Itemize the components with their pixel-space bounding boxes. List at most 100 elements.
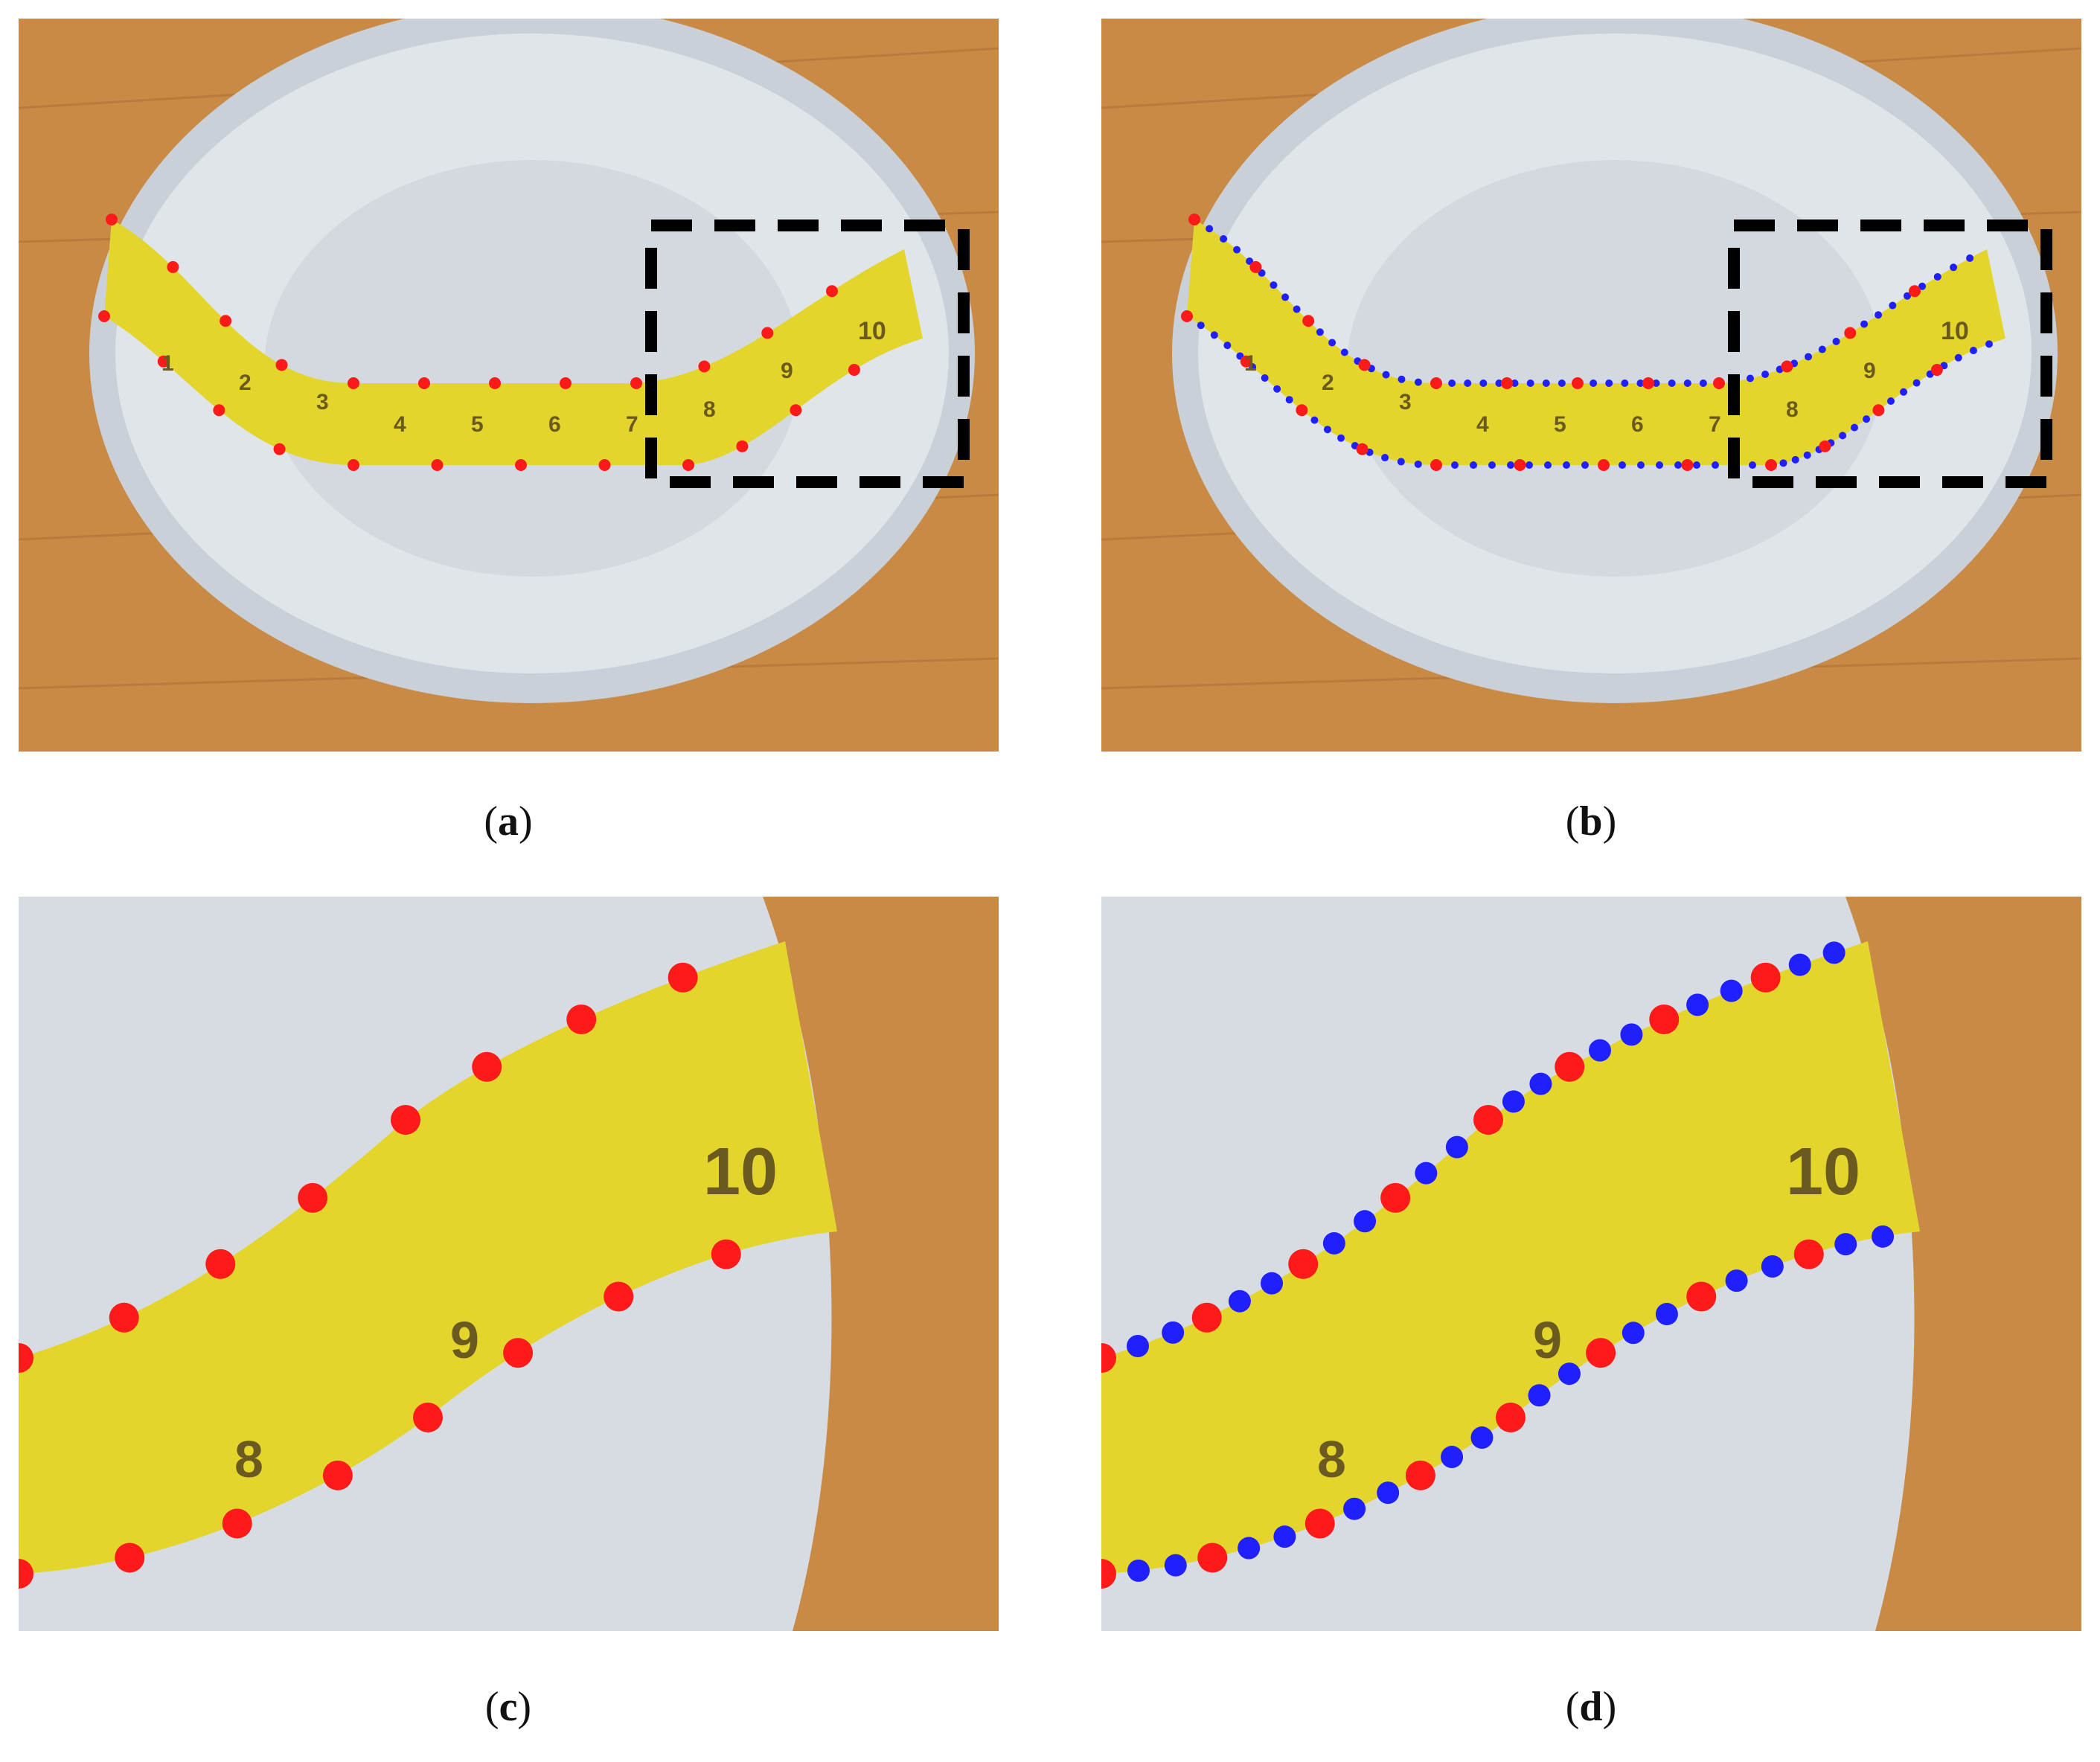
blue-point (1210, 331, 1218, 339)
blue-point (1822, 941, 1845, 964)
red-point (1296, 404, 1308, 417)
panel-a-image: 1 2 3 4 5 6 7 8 9 10 (19, 19, 999, 752)
red-point (668, 962, 698, 993)
tape-number: 4 (394, 412, 406, 437)
blue-point (1310, 416, 1319, 424)
measuring-tape-zoom (1101, 941, 1920, 1574)
blue-point (1526, 379, 1534, 387)
blue-point (1354, 1210, 1377, 1233)
blue-point (1693, 461, 1700, 469)
blue-point (1746, 374, 1754, 382)
blue-point (1220, 234, 1228, 243)
red-point (489, 377, 501, 389)
red-point (298, 1182, 328, 1213)
blue-point (1761, 371, 1770, 379)
blue-point (1918, 282, 1927, 290)
red-point (736, 440, 749, 452)
blue-point (1637, 461, 1645, 469)
red-point (413, 1403, 443, 1432)
blue-point (1448, 379, 1456, 387)
blue-point (1261, 1272, 1284, 1295)
red-point (1358, 359, 1371, 371)
red-point (825, 285, 838, 298)
red-point (1101, 1559, 1116, 1589)
blue-point (1581, 461, 1589, 469)
blue-point (1381, 454, 1389, 462)
blue-point (1966, 254, 1974, 262)
red-point (1586, 1338, 1616, 1368)
tape-number: 8 (703, 397, 716, 422)
tape-number: 10 (858, 317, 886, 345)
blue-point (1791, 455, 1799, 464)
red-point (682, 459, 694, 471)
red-point (1191, 1302, 1222, 1333)
blue-point (1343, 1497, 1366, 1520)
blue-point (1655, 1302, 1678, 1325)
blue-point (1162, 1321, 1185, 1344)
blue-point (1889, 301, 1897, 310)
blue-point (1779, 459, 1787, 467)
caption-b: (b) (1565, 798, 1617, 845)
blue-point (1605, 379, 1613, 387)
red-point (503, 1338, 534, 1368)
red-point (1405, 1460, 1435, 1490)
zoom-region-box (1728, 220, 2052, 488)
panel-b-image: 1 2 3 4 5 6 7 8 9 10 (1101, 19, 2081, 752)
red-point (273, 443, 286, 455)
tape-number: 1 (161, 351, 174, 376)
red-point (698, 360, 711, 373)
panel-d-image: 8 9 10 (1101, 897, 2081, 1631)
blue-point (1511, 379, 1519, 387)
red-point (1288, 1249, 1319, 1279)
blue-point (1863, 415, 1871, 423)
blue-point (1912, 379, 1921, 387)
red-point (1430, 377, 1442, 389)
red-point (598, 459, 611, 471)
red-point (1713, 377, 1725, 389)
red-point (1844, 327, 1857, 339)
tape-number: 2 (239, 371, 252, 395)
red-point (1572, 377, 1584, 389)
blue-point (1293, 305, 1301, 313)
measuring-tape (104, 220, 923, 465)
red-point (1514, 459, 1526, 471)
tape-number: 6 (1631, 412, 1644, 437)
red-point (1473, 1105, 1503, 1135)
red-point (205, 1249, 236, 1279)
blue-point (1558, 379, 1566, 387)
red-point (431, 459, 444, 471)
red-point (157, 355, 170, 368)
caption-a: (a) (484, 798, 533, 845)
blue-point (1398, 375, 1406, 383)
blue-point (1164, 1554, 1187, 1577)
blue-point (1415, 1162, 1438, 1185)
blue-point (1621, 379, 1629, 387)
blue-point (1323, 426, 1331, 434)
red-point (1240, 355, 1252, 368)
tape-number: 9 (781, 359, 793, 383)
blue-point (1528, 1384, 1551, 1407)
tape-number: 9 (1863, 359, 1876, 383)
blue-point (1725, 1269, 1748, 1292)
red-point (418, 377, 430, 389)
red-point (106, 214, 118, 225)
blue-point (1950, 263, 1958, 272)
tape-number: 5 (1554, 412, 1566, 437)
blue-point (1526, 461, 1533, 469)
blue-point (1652, 379, 1660, 387)
red-point (109, 1302, 139, 1333)
red-point (711, 1239, 741, 1269)
blue-point (1818, 345, 1826, 353)
blue-point (1470, 461, 1477, 469)
red-point (1930, 364, 1943, 377)
blue-point (1761, 1255, 1784, 1278)
blue-point (1445, 1135, 1468, 1159)
red-point (848, 364, 860, 377)
blue-point (1620, 1023, 1643, 1046)
tape-number: 10 (1786, 1135, 1860, 1209)
zoom-photo-d: 8 9 10 (1101, 897, 2081, 1631)
red-point (1765, 459, 1777, 471)
blue-point (1903, 292, 1911, 300)
tape-number: 6 (548, 412, 561, 437)
blue-point (1558, 1362, 1581, 1385)
